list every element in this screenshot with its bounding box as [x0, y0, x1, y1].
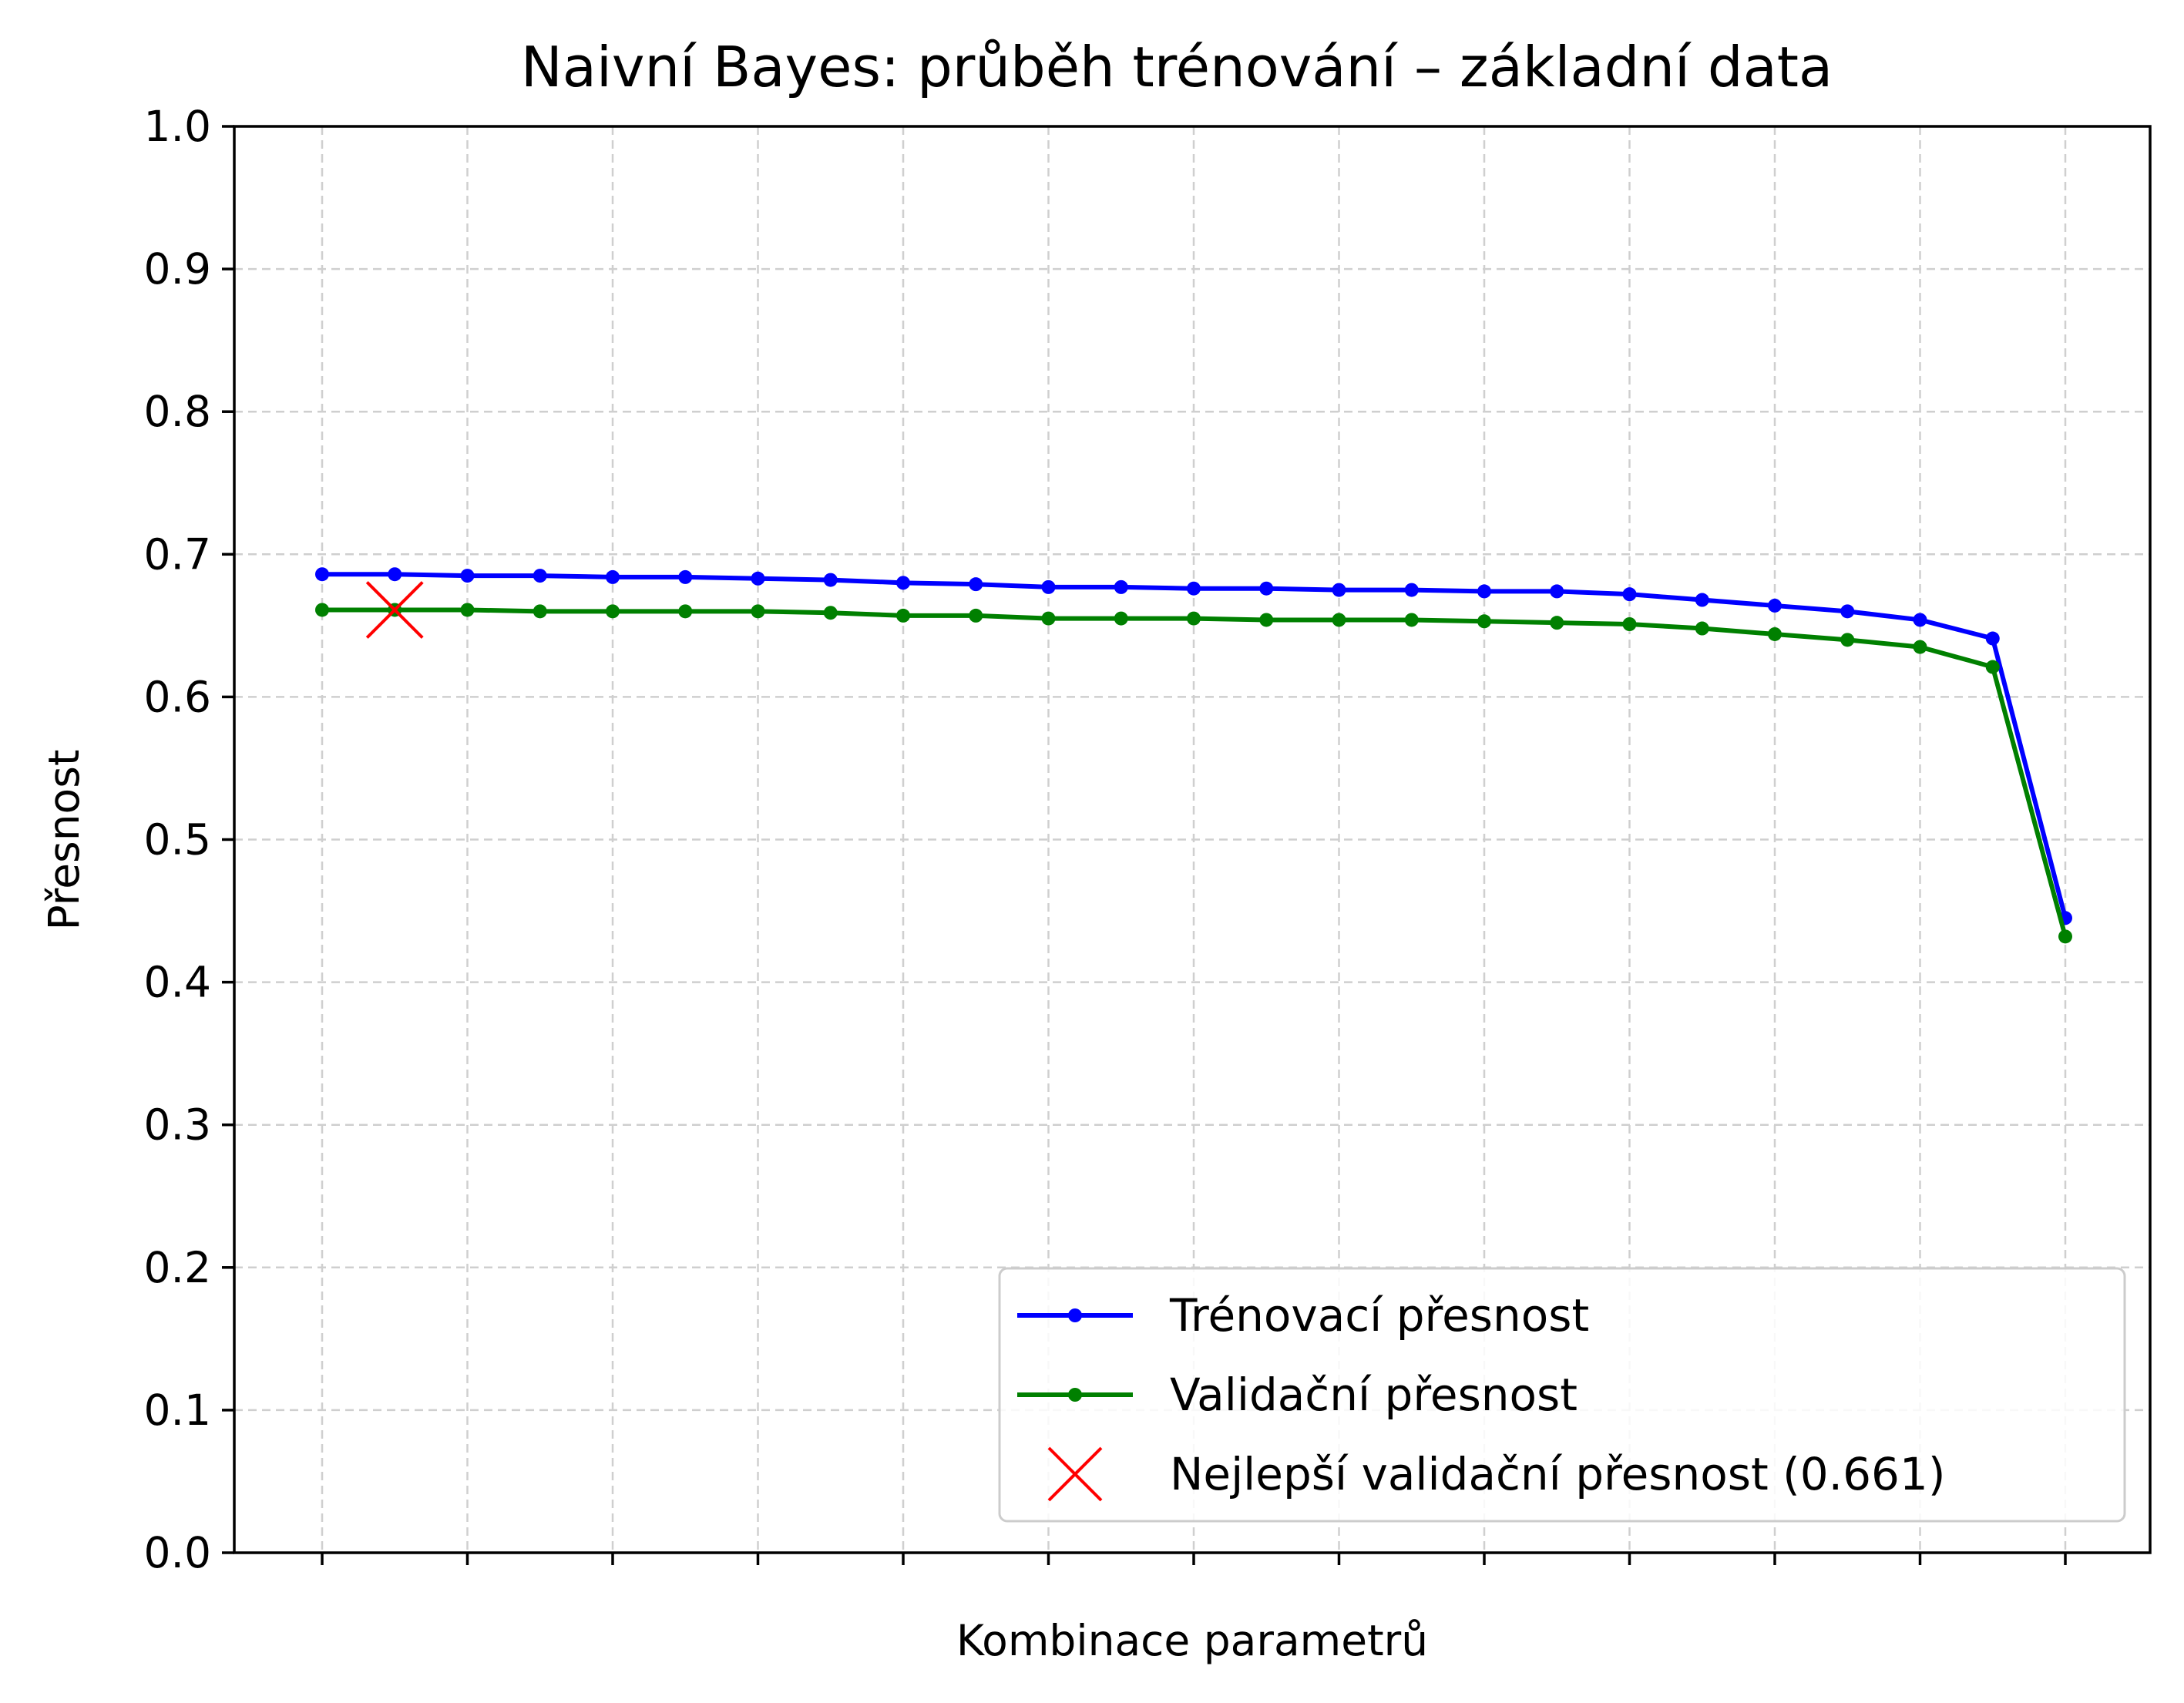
series-1-point: [1622, 616, 1637, 631]
y-tick-label: 0.6: [144, 672, 211, 721]
x-axis: [321, 1553, 2067, 1565]
series-1-point: [1259, 613, 1274, 627]
series-1-point: [2058, 929, 2072, 944]
series-0-point: [1187, 581, 1201, 596]
series-1-point: [315, 603, 329, 617]
legend-label-training: Trénovací přesnost: [1169, 1289, 1589, 1342]
series-0-point: [315, 567, 329, 582]
series-0-point: [606, 569, 620, 584]
series-0-point: [1985, 631, 2000, 646]
series-layer: [315, 567, 2072, 944]
series-0-point: [1840, 604, 1855, 619]
series-1-point: [1041, 611, 1056, 626]
plot-frame: [233, 125, 2152, 1554]
y-axis: 0.0 0.1 0.2 0.3 0.4 0.5 0.6 0.7 0.8 0.9 1.0: [144, 102, 234, 1577]
series-1-point: [1187, 611, 1201, 626]
chart-title: Naivní Bayes: průběh trénování – základn…: [521, 35, 1833, 99]
series-0-point: [969, 577, 983, 592]
series-0-point: [1622, 587, 1637, 602]
best-point-marker: [365, 581, 424, 639]
series-0-point: [1550, 584, 1564, 599]
series-1-point: [1332, 613, 1346, 627]
series-0-point: [751, 571, 765, 586]
y-tick-label: 0.4: [144, 958, 211, 1007]
y-tick-label: 0.5: [144, 815, 211, 865]
x-axis-label: Kombinace parametrů: [956, 1616, 1428, 1665]
series-1-point: [1477, 614, 1491, 629]
legend-marker-best: [1047, 1446, 1103, 1502]
series-1-point: [460, 603, 475, 617]
series-1-point: [751, 604, 765, 619]
series-1-point: [1768, 626, 1782, 641]
series-0-point: [896, 576, 910, 590]
series-1-point: [823, 606, 838, 620]
series-1-point: [678, 604, 693, 619]
y-tick-label: 0.0: [144, 1528, 211, 1577]
series-1-point: [1114, 611, 1128, 626]
y-tick-label: 0.1: [144, 1386, 211, 1435]
y-axis-label: Přesnost: [39, 750, 89, 931]
legend-label-validation: Validační přesnost: [1170, 1369, 1578, 1421]
series-0-point: [1404, 583, 1419, 597]
legend-marker-validation: [1068, 1388, 1082, 1402]
series-0-point: [1114, 579, 1128, 594]
series-0-point: [388, 567, 402, 582]
series-1-point: [1840, 633, 1855, 647]
legend: Trénovací přesnost Validační přesnost Ne…: [998, 1267, 2126, 1523]
series-1-point: [1404, 613, 1419, 627]
series-0-point: [460, 569, 475, 583]
y-tick-label: 0.2: [144, 1243, 211, 1292]
y-tick-label: 0.3: [144, 1100, 211, 1150]
series-0-point: [533, 569, 547, 583]
series-0-point: [1913, 613, 1927, 627]
legend-label-best: Nejlepší validační přesnost (0.661): [1170, 1448, 1945, 1500]
series-0-point: [1041, 579, 1056, 594]
series-0-point: [1695, 593, 1709, 607]
series-1-point: [1550, 616, 1564, 630]
series-1-point: [896, 608, 910, 623]
y-tick-label: 0.8: [144, 387, 211, 436]
series-0-point: [1477, 584, 1491, 599]
series-1-point: [533, 604, 547, 619]
series-0-point: [678, 569, 693, 584]
series-0-point: [1259, 581, 1274, 596]
series-0-point: [1768, 598, 1782, 613]
y-tick-label: 0.7: [144, 529, 211, 579]
series-1-point: [1913, 640, 1927, 654]
series-1-point: [606, 604, 620, 619]
series-0-point: [823, 573, 838, 587]
y-tick-label: 1.0: [144, 102, 211, 151]
series-1-point: [1985, 660, 2000, 674]
series-0-point: [1332, 583, 1346, 597]
series-1-point: [1695, 621, 1709, 636]
y-tick-label: 0.9: [144, 244, 211, 294]
series-1-point: [969, 608, 983, 623]
legend-marker-training: [1068, 1308, 1082, 1322]
legend-box: [998, 1267, 2126, 1523]
